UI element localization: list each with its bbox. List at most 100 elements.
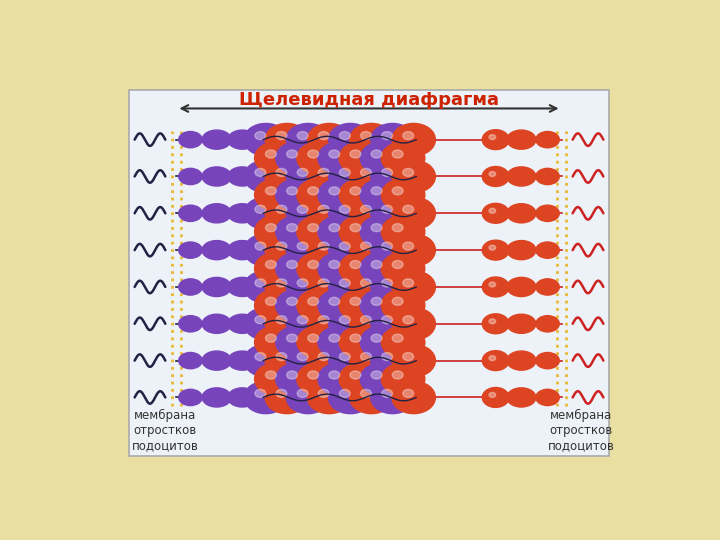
Circle shape [328,197,372,230]
Circle shape [297,279,308,287]
Circle shape [402,389,413,397]
Ellipse shape [228,351,257,370]
Circle shape [287,234,330,266]
Circle shape [318,363,361,395]
Circle shape [287,381,330,414]
Circle shape [482,166,509,186]
Circle shape [307,197,351,230]
Circle shape [297,242,308,250]
Circle shape [259,245,266,250]
Circle shape [276,316,287,324]
Circle shape [350,334,361,342]
Circle shape [307,334,318,342]
Circle shape [307,234,351,266]
Circle shape [382,168,392,177]
Circle shape [276,132,287,140]
Ellipse shape [228,167,257,186]
Circle shape [259,282,266,287]
Ellipse shape [536,389,559,406]
Circle shape [253,130,279,150]
Circle shape [297,205,308,213]
Circle shape [382,326,425,359]
Circle shape [255,353,266,361]
Circle shape [307,345,351,377]
Circle shape [329,150,340,158]
Circle shape [318,142,361,174]
Circle shape [329,334,340,342]
Circle shape [350,271,393,303]
Ellipse shape [536,353,559,369]
Circle shape [350,197,393,230]
Circle shape [255,179,298,211]
Circle shape [244,381,287,414]
Ellipse shape [536,205,559,221]
Circle shape [255,279,266,287]
Circle shape [371,234,414,266]
Circle shape [266,150,276,158]
Circle shape [328,160,372,193]
Circle shape [350,260,361,268]
Circle shape [350,234,393,266]
Circle shape [360,289,404,322]
Circle shape [276,142,319,174]
Circle shape [253,240,279,260]
Circle shape [371,297,382,305]
Circle shape [297,252,341,285]
Circle shape [371,308,414,340]
Circle shape [276,363,319,395]
Circle shape [276,252,319,285]
Ellipse shape [179,279,202,295]
Ellipse shape [202,278,231,296]
Circle shape [276,215,319,248]
Circle shape [266,334,276,342]
Ellipse shape [228,130,257,149]
Circle shape [382,389,392,397]
Circle shape [360,326,404,359]
Ellipse shape [228,204,257,223]
Circle shape [266,224,276,232]
Circle shape [265,124,309,156]
Circle shape [382,289,425,322]
Circle shape [265,345,309,377]
Ellipse shape [179,389,202,406]
Circle shape [339,279,350,287]
Circle shape [266,297,276,305]
Circle shape [255,316,266,324]
Circle shape [360,252,404,285]
Circle shape [339,289,382,322]
Circle shape [253,388,279,407]
Circle shape [255,363,298,395]
Ellipse shape [228,314,257,333]
Circle shape [392,197,436,230]
Circle shape [276,289,319,322]
Circle shape [276,168,287,177]
Circle shape [350,371,361,379]
Circle shape [392,371,403,379]
Circle shape [350,297,361,305]
Circle shape [297,179,341,211]
Circle shape [297,289,341,322]
Circle shape [255,215,298,248]
Circle shape [318,289,361,322]
Circle shape [371,160,414,193]
Circle shape [307,124,351,156]
Circle shape [361,242,372,250]
Circle shape [361,389,372,397]
Circle shape [318,242,329,250]
Circle shape [339,168,350,177]
Circle shape [339,179,382,211]
Circle shape [307,160,351,193]
Circle shape [350,150,361,158]
Circle shape [361,316,372,324]
Circle shape [318,316,329,324]
Ellipse shape [179,132,202,148]
Circle shape [382,363,425,395]
Circle shape [371,381,414,414]
Circle shape [328,124,372,156]
Circle shape [318,353,329,361]
Circle shape [392,224,403,232]
Circle shape [371,334,382,342]
Circle shape [297,389,308,397]
Circle shape [392,334,403,342]
Circle shape [382,353,392,361]
